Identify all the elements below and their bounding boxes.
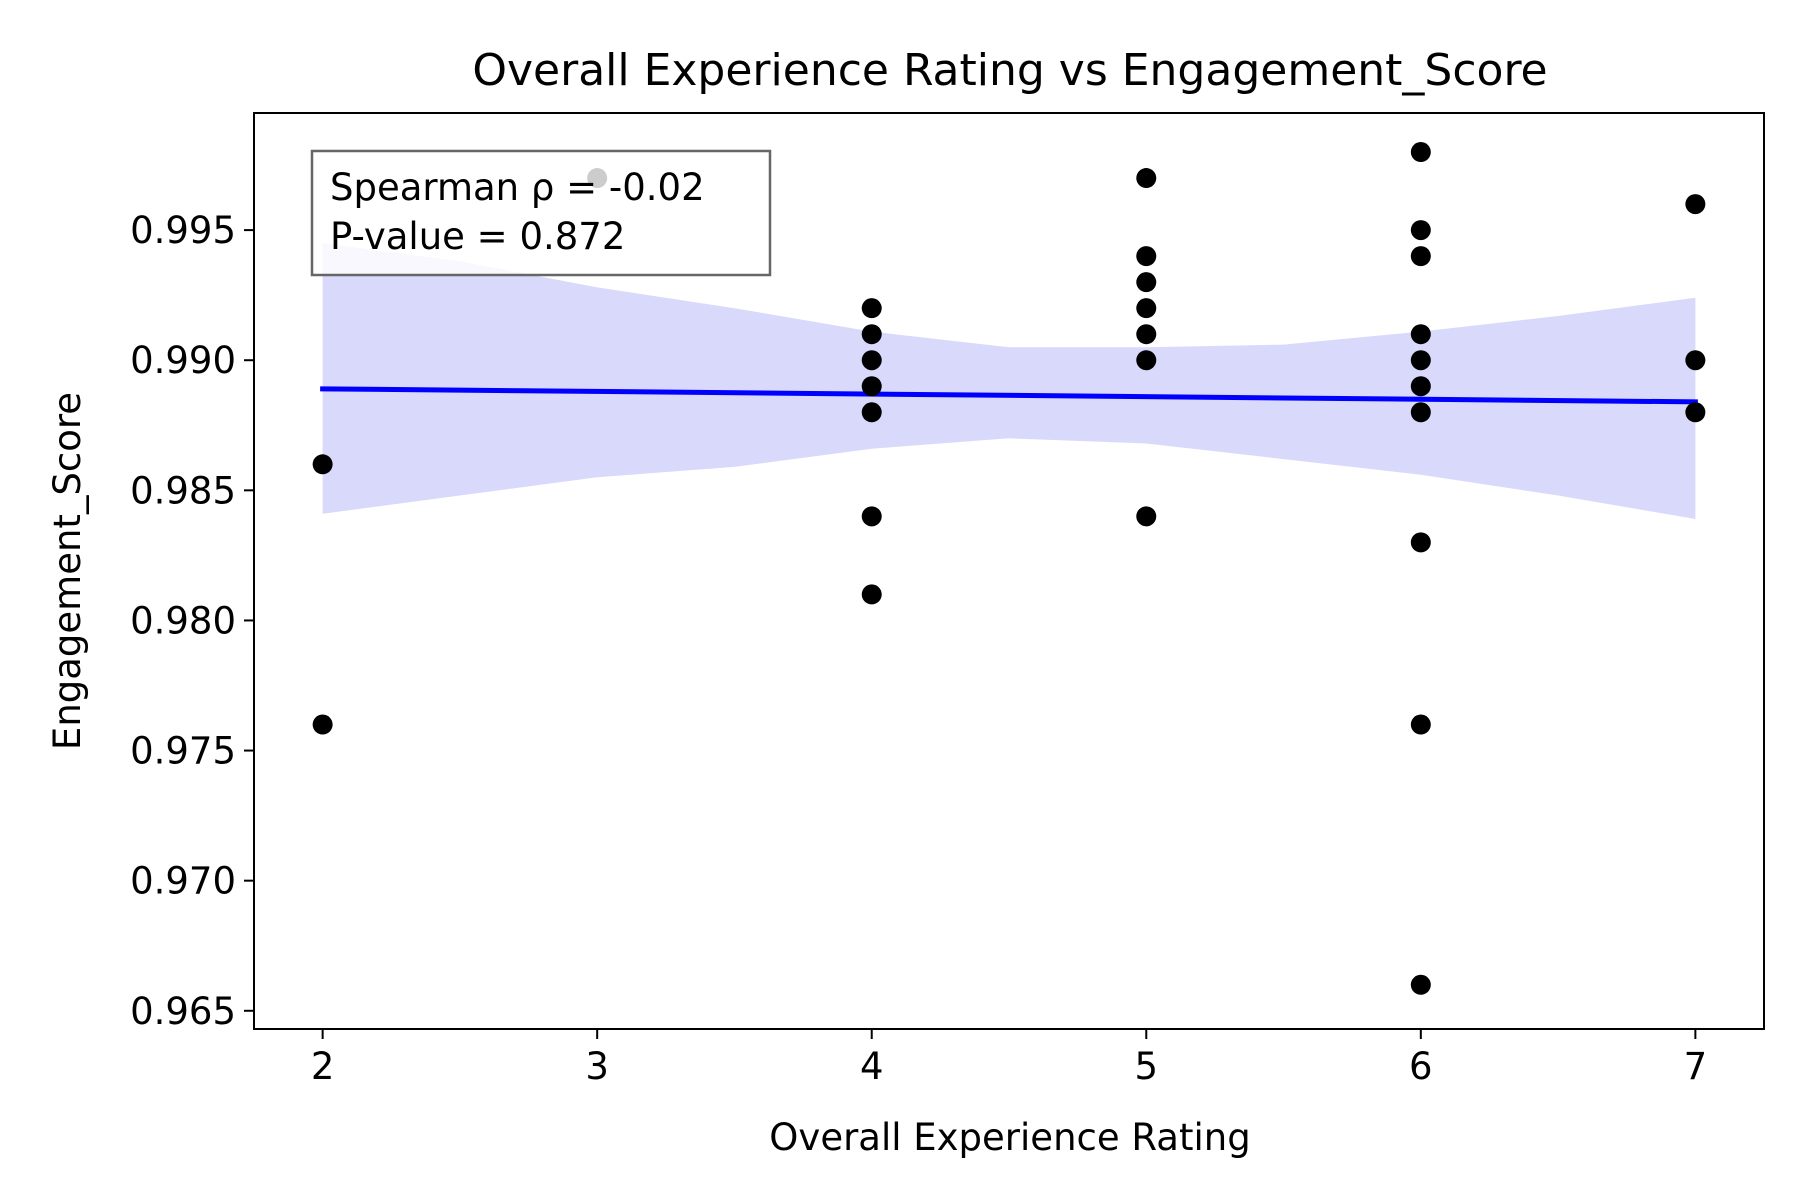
data-point [861, 324, 882, 345]
x-axis-label: Overall Experience Rating [769, 1116, 1250, 1159]
data-point [312, 454, 333, 475]
chart-title: Overall Experience Rating vs Engagement_… [472, 45, 1547, 96]
data-point [1685, 402, 1706, 423]
data-point [1136, 324, 1157, 345]
data-point [1410, 532, 1431, 553]
data-point [1410, 714, 1431, 735]
y-tick-label: 0.985 [130, 469, 236, 512]
data-point [1410, 376, 1431, 397]
data-point [312, 714, 333, 735]
stats-annotation-box [310, 149, 772, 277]
confidence-band [322, 243, 1696, 519]
regression-line [320, 386, 1698, 405]
y-tick-label: 0.970 [130, 860, 236, 903]
data-point [1685, 350, 1706, 371]
data-point [1136, 298, 1157, 319]
spearman-rho-text: Spearman ρ = -0.02 [330, 166, 705, 209]
data-points-layer [312, 142, 1706, 995]
y-axis-label: Engagement_Score [46, 392, 89, 750]
x-axis-ticks: 2 3 4 5 6 7 [311, 1029, 1707, 1088]
data-point [861, 506, 882, 527]
data-point [1410, 246, 1431, 267]
y-tick-label: 0.975 [130, 730, 236, 773]
x-tick-label: 4 [860, 1045, 884, 1088]
plot-area-frame [253, 112, 1765, 1030]
x-tick-label: 3 [585, 1045, 609, 1088]
y-tick-label: 0.965 [130, 990, 236, 1033]
regression-line-layer [320, 386, 1698, 405]
x-tick-label: 7 [1684, 1045, 1708, 1088]
y-tick-label: 0.980 [130, 599, 236, 642]
y-tick-label: 0.995 [130, 209, 236, 252]
data-point [1410, 974, 1431, 995]
data-point [1410, 142, 1431, 163]
data-point [1136, 272, 1157, 293]
p-value-text: P-value = 0.872 [330, 215, 625, 258]
data-point [861, 402, 882, 423]
y-tick-label: 0.990 [130, 339, 236, 382]
data-point [1410, 220, 1431, 241]
x-tick-label: 6 [1409, 1045, 1433, 1088]
data-point [1685, 194, 1706, 215]
x-tick-label: 2 [311, 1045, 335, 1088]
y-axis-ticks: 0.965 0.970 0.975 0.980 0.985 0.990 0.995 [130, 209, 254, 1033]
confidence-band-layer [322, 243, 1696, 519]
data-point [1136, 246, 1157, 267]
data-point [1136, 350, 1157, 371]
stats-annotation: Spearman ρ = -0.02 P-value = 0.872 [310, 149, 772, 277]
data-point [1410, 402, 1431, 423]
data-point [861, 584, 882, 605]
data-point [1410, 350, 1431, 371]
data-point [861, 350, 882, 371]
data-point [861, 298, 882, 319]
data-point [1410, 324, 1431, 345]
data-point [1136, 168, 1157, 189]
data-point [1136, 506, 1157, 527]
data-point [861, 376, 882, 397]
x-tick-label: 5 [1134, 1045, 1158, 1088]
